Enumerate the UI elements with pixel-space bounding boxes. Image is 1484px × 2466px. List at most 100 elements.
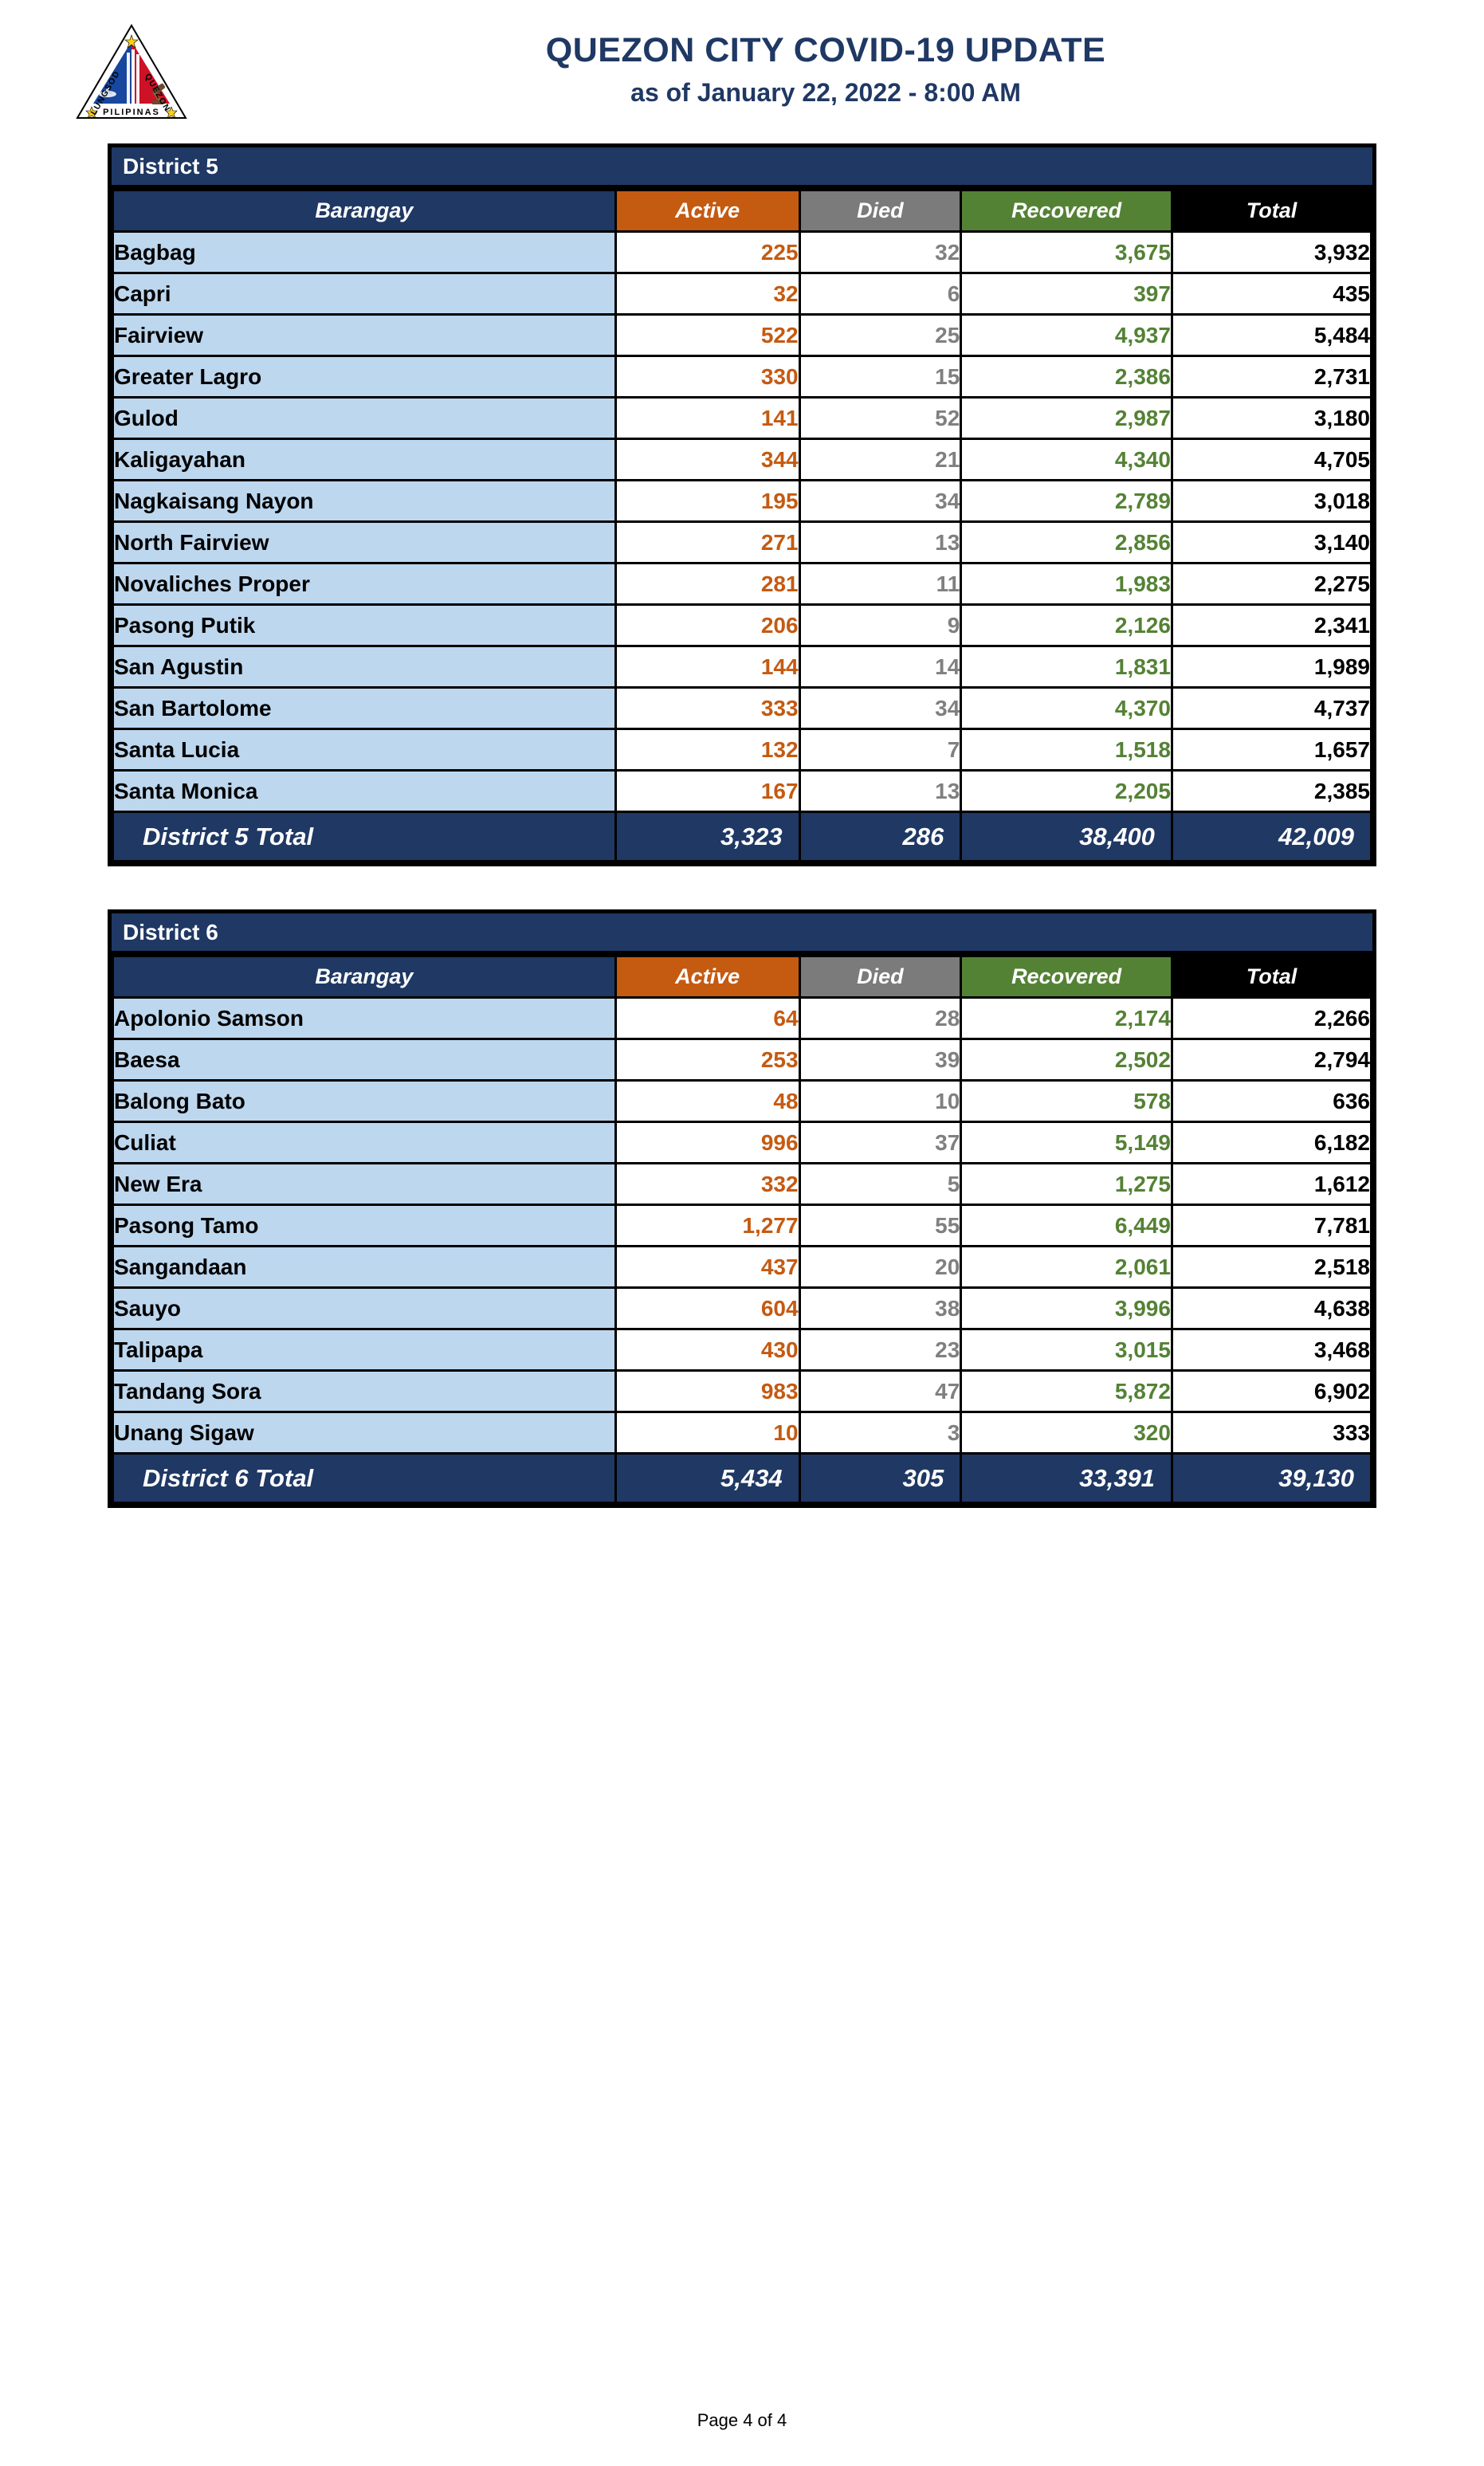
cell-died-count: 52: [798, 396, 963, 440]
cell-recovered-count: 1,518: [960, 728, 1173, 772]
cell-recovered-count: 1,983: [960, 562, 1173, 606]
cell-active-count: 430: [614, 1328, 801, 1372]
cell-barangay-name: New Era: [112, 1162, 617, 1206]
district-table: District 6 Barangay Active Died Recovered Tot…: [108, 909, 1376, 1508]
cell-total-count: 2,266: [1170, 996, 1373, 1040]
cell-barangay-name: Baesa: [112, 1038, 617, 1082]
cell-total-count: 7,781: [1170, 1204, 1373, 1247]
cell-died-count: 14: [798, 645, 963, 689]
cell-barangay-name: Unang Sigaw: [112, 1411, 617, 1455]
cell-total-count: 2,731: [1170, 355, 1373, 399]
table-header-row: Barangay Active Died Recovered Total: [112, 955, 1373, 999]
quezon-city-seal-icon: LUNGSOD QUEZON PILIPINAS: [73, 21, 190, 130]
cell-total-count: 2,275: [1170, 562, 1373, 606]
cell-recovered-count: 320: [960, 1411, 1173, 1455]
table-row: Apolonio Samson 64 28 2,174 2,266: [112, 996, 1373, 1040]
cell-active-count: 1,277: [614, 1204, 801, 1247]
cell-active-count: 48: [614, 1079, 801, 1123]
cell-active-count: 332: [614, 1162, 801, 1206]
page-footer: Page 4 of 4: [0, 2410, 1484, 2431]
cell-total-count: 2,385: [1170, 769, 1373, 813]
cell-barangay-name: North Fairview: [112, 520, 617, 564]
column-header-total: Total: [1170, 955, 1373, 999]
table-row: Nagkaisang Nayon 195 34 2,789 3,018: [112, 479, 1373, 523]
cell-active-count: 271: [614, 520, 801, 564]
cell-died-count: 38: [798, 1286, 963, 1330]
district-table: District 5 Barangay Active Died Recovered Tot…: [108, 143, 1376, 866]
cell-barangay-name: Greater Lagro: [112, 355, 617, 399]
column-header-active: Active: [614, 955, 801, 999]
cell-recovered-count: 1,275: [960, 1162, 1173, 1206]
column-header-recovered: Recovered: [960, 955, 1173, 999]
table-row: New Era 332 5 1,275 1,612: [112, 1162, 1373, 1206]
cell-died-count: 34: [798, 479, 963, 523]
cell-barangay-name: Fairview: [112, 313, 617, 357]
cell-total-count: 3,018: [1170, 479, 1373, 523]
district-total-total: 42,009: [1170, 811, 1373, 862]
cell-barangay-name: San Bartolome: [112, 686, 617, 730]
logo-wrap: LUNGSOD QUEZON PILIPINAS: [0, 14, 263, 130]
cell-recovered-count: 2,174: [960, 996, 1173, 1040]
district-total-died: 286: [798, 811, 963, 862]
district-total-label: District 5 Total: [112, 811, 617, 862]
cell-total-count: 1,612: [1170, 1162, 1373, 1206]
cell-died-count: 9: [798, 603, 963, 647]
cell-recovered-count: 4,370: [960, 686, 1173, 730]
cell-died-count: 11: [798, 562, 963, 606]
cell-recovered-count: 4,937: [960, 313, 1173, 357]
cell-active-count: 253: [614, 1038, 801, 1082]
cell-barangay-name: Talipapa: [112, 1328, 617, 1372]
cell-barangay-name: Tandang Sora: [112, 1369, 617, 1413]
cell-active-count: 132: [614, 728, 801, 772]
table-row: Greater Lagro 330 15 2,386 2,731: [112, 355, 1373, 399]
cell-died-count: 3: [798, 1411, 963, 1455]
cell-active-count: 344: [614, 438, 801, 481]
cell-barangay-name: Santa Monica: [112, 769, 617, 813]
district-total-total: 39,130: [1170, 1452, 1373, 1504]
cell-recovered-count: 5,872: [960, 1369, 1173, 1413]
column-header-died: Died: [798, 955, 963, 999]
table-row: Baesa 253 39 2,502 2,794: [112, 1038, 1373, 1082]
table-row: Bagbag 225 32 3,675 3,932: [112, 230, 1373, 274]
cell-died-count: 47: [798, 1369, 963, 1413]
cell-barangay-name: Sangandaan: [112, 1245, 617, 1289]
cell-barangay-name: Nagkaisang Nayon: [112, 479, 617, 523]
cell-recovered-count: 2,061: [960, 1245, 1173, 1289]
cell-total-count: 4,737: [1170, 686, 1373, 730]
district-total-label: District 6 Total: [112, 1452, 617, 1504]
cell-recovered-count: 4,340: [960, 438, 1173, 481]
table-row: Fairview 522 25 4,937 5,484: [112, 313, 1373, 357]
cell-active-count: 983: [614, 1369, 801, 1413]
cell-died-count: 15: [798, 355, 963, 399]
cell-recovered-count: 2,126: [960, 603, 1173, 647]
cell-barangay-name: Novaliches Proper: [112, 562, 617, 606]
cell-died-count: 28: [798, 996, 963, 1040]
cell-recovered-count: 3,015: [960, 1328, 1173, 1372]
table-row: Gulod 141 52 2,987 3,180: [112, 396, 1373, 440]
table-row: Capri 32 6 397 435: [112, 272, 1373, 316]
cell-total-count: 6,902: [1170, 1369, 1373, 1413]
column-header-barangay: Barangay: [112, 189, 617, 233]
cell-active-count: 206: [614, 603, 801, 647]
cell-barangay-name: Bagbag: [112, 230, 617, 274]
cell-recovered-count: 2,205: [960, 769, 1173, 813]
cell-barangay-name: Capri: [112, 272, 617, 316]
district-title: District 5: [112, 147, 1372, 189]
cell-active-count: 281: [614, 562, 801, 606]
column-header-barangay: Barangay: [112, 955, 617, 999]
district-total-recovered: 38,400: [960, 811, 1173, 862]
cell-total-count: 2,794: [1170, 1038, 1373, 1082]
cell-total-count: 6,182: [1170, 1121, 1373, 1164]
cell-total-count: 333: [1170, 1411, 1373, 1455]
cell-barangay-name: Apolonio Samson: [112, 996, 617, 1040]
district-total-recovered: 33,391: [960, 1452, 1173, 1504]
cell-total-count: 1,989: [1170, 645, 1373, 689]
cell-active-count: 10: [614, 1411, 801, 1455]
cell-total-count: 636: [1170, 1079, 1373, 1123]
table-row: Balong Bato 48 10 578 636: [112, 1079, 1373, 1123]
table-row: San Agustin 144 14 1,831 1,989: [112, 645, 1373, 689]
cell-total-count: 3,468: [1170, 1328, 1373, 1372]
cell-total-count: 4,705: [1170, 438, 1373, 481]
cell-recovered-count: 3,996: [960, 1286, 1173, 1330]
cell-active-count: 604: [614, 1286, 801, 1330]
